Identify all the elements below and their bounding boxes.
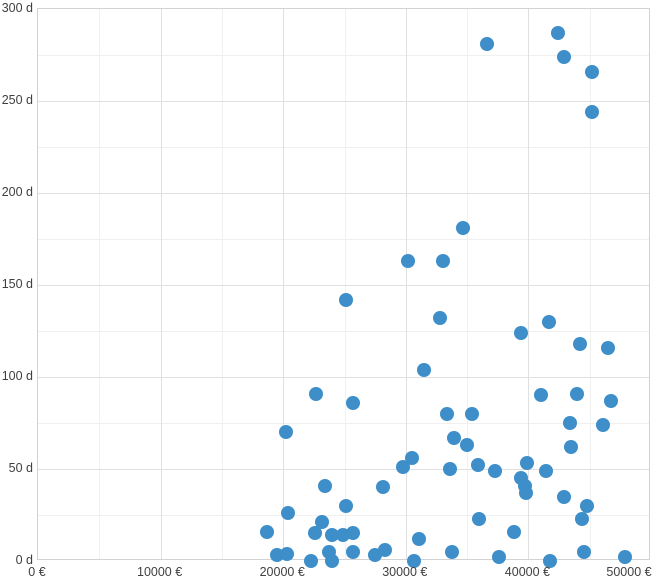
data-point[interactable] bbox=[346, 395, 361, 410]
x-axis-tick-label: 20000 € bbox=[259, 565, 305, 579]
data-point[interactable] bbox=[572, 336, 587, 351]
data-point[interactable] bbox=[514, 325, 529, 340]
data-point[interactable] bbox=[446, 430, 461, 445]
data-point[interactable] bbox=[279, 546, 294, 561]
x-gridline-minor bbox=[222, 9, 223, 559]
x-axis-tick-label: 10000 € bbox=[137, 565, 183, 579]
data-point[interactable] bbox=[309, 386, 324, 401]
y-axis-tick-label: 100 d bbox=[1, 369, 33, 383]
y-gridline-minor bbox=[38, 331, 649, 332]
data-point[interactable] bbox=[563, 416, 578, 430]
data-point[interactable] bbox=[404, 450, 419, 465]
x-axis-tick-label: 40000 € bbox=[504, 565, 550, 579]
data-point[interactable] bbox=[576, 544, 591, 559]
data-point[interactable] bbox=[260, 524, 275, 539]
y-gridline-minor bbox=[38, 515, 649, 516]
data-point[interactable] bbox=[601, 340, 616, 355]
x-gridline-major bbox=[283, 9, 284, 559]
data-point[interactable] bbox=[542, 314, 557, 329]
x-axis-tick-label: 0 € bbox=[28, 565, 46, 579]
data-point[interactable] bbox=[317, 478, 332, 493]
data-point[interactable] bbox=[543, 554, 558, 568]
y-gridline-major bbox=[38, 193, 649, 194]
data-point[interactable] bbox=[472, 511, 487, 526]
y-axis-tick-label: 0 d bbox=[15, 553, 33, 567]
y-gridline-major bbox=[38, 377, 649, 378]
y-axis-tick-label: 50 d bbox=[8, 461, 33, 475]
data-point[interactable] bbox=[465, 406, 479, 421]
y-axis-tick-label: 250 d bbox=[1, 93, 33, 107]
data-point[interactable] bbox=[407, 554, 422, 568]
data-point[interactable] bbox=[417, 362, 432, 377]
data-point[interactable] bbox=[412, 531, 427, 546]
data-point[interactable] bbox=[278, 425, 293, 440]
data-point[interactable] bbox=[556, 489, 571, 504]
data-point[interactable] bbox=[401, 254, 416, 269]
y-gridline-minor bbox=[38, 55, 649, 56]
y-axis-tick-label: 200 d bbox=[1, 185, 33, 199]
x-gridline-minor bbox=[345, 9, 346, 559]
data-point[interactable] bbox=[456, 220, 471, 235]
data-point[interactable] bbox=[304, 554, 319, 568]
data-point[interactable] bbox=[396, 460, 411, 475]
data-point[interactable] bbox=[603, 393, 618, 408]
data-point[interactable] bbox=[580, 498, 595, 513]
data-point[interactable] bbox=[556, 49, 571, 64]
data-point[interactable] bbox=[479, 36, 494, 51]
data-point[interactable] bbox=[538, 463, 553, 478]
data-point[interactable] bbox=[533, 388, 548, 403]
data-point[interactable] bbox=[377, 542, 392, 557]
data-point[interactable] bbox=[506, 524, 521, 539]
data-point[interactable] bbox=[585, 105, 600, 120]
y-gridline-minor bbox=[38, 423, 649, 424]
data-point[interactable] bbox=[471, 458, 486, 473]
data-point[interactable] bbox=[585, 64, 600, 79]
y-gridline-major bbox=[38, 469, 649, 470]
data-point[interactable] bbox=[315, 515, 330, 530]
data-point[interactable] bbox=[618, 550, 633, 565]
data-point[interactable] bbox=[520, 456, 535, 471]
data-point[interactable] bbox=[375, 480, 390, 495]
y-gridline-minor bbox=[38, 239, 649, 240]
y-axis-tick-label: 150 d bbox=[1, 277, 33, 291]
data-point[interactable] bbox=[281, 506, 296, 521]
data-point[interactable] bbox=[460, 438, 475, 453]
data-point[interactable] bbox=[325, 554, 340, 568]
y-gridline-minor bbox=[38, 147, 649, 148]
y-gridline-major bbox=[38, 285, 649, 286]
x-gridline-minor bbox=[590, 9, 591, 559]
x-gridline-major bbox=[406, 9, 407, 559]
x-gridline-minor bbox=[99, 9, 100, 559]
data-point[interactable] bbox=[433, 311, 448, 326]
data-point[interactable] bbox=[445, 544, 460, 559]
x-axis-tick-label: 30000 € bbox=[382, 565, 428, 579]
data-point[interactable] bbox=[488, 463, 503, 478]
x-gridline-minor bbox=[467, 9, 468, 559]
data-point[interactable] bbox=[338, 498, 353, 513]
data-point[interactable] bbox=[564, 439, 579, 454]
data-point[interactable] bbox=[308, 526, 323, 541]
data-point[interactable] bbox=[325, 528, 340, 543]
y-axis-tick-label: 300 d bbox=[1, 1, 33, 15]
x-gridline-major bbox=[161, 9, 162, 559]
data-point[interactable] bbox=[596, 417, 611, 432]
data-point[interactable] bbox=[575, 511, 590, 526]
data-point[interactable] bbox=[491, 550, 506, 565]
data-point[interactable] bbox=[570, 386, 585, 401]
x-axis-tick-label: 50000 € bbox=[606, 565, 652, 579]
data-point[interactable] bbox=[442, 462, 457, 476]
data-point[interactable] bbox=[440, 406, 455, 421]
data-point[interactable] bbox=[338, 292, 353, 307]
data-point[interactable] bbox=[550, 25, 565, 40]
plot-area bbox=[37, 8, 650, 568]
x-gridline-major bbox=[528, 9, 529, 559]
data-point[interactable] bbox=[518, 485, 533, 500]
data-point[interactable] bbox=[346, 526, 361, 541]
data-point[interactable] bbox=[346, 544, 361, 559]
y-gridline-major bbox=[38, 101, 649, 102]
data-point[interactable] bbox=[435, 254, 450, 269]
